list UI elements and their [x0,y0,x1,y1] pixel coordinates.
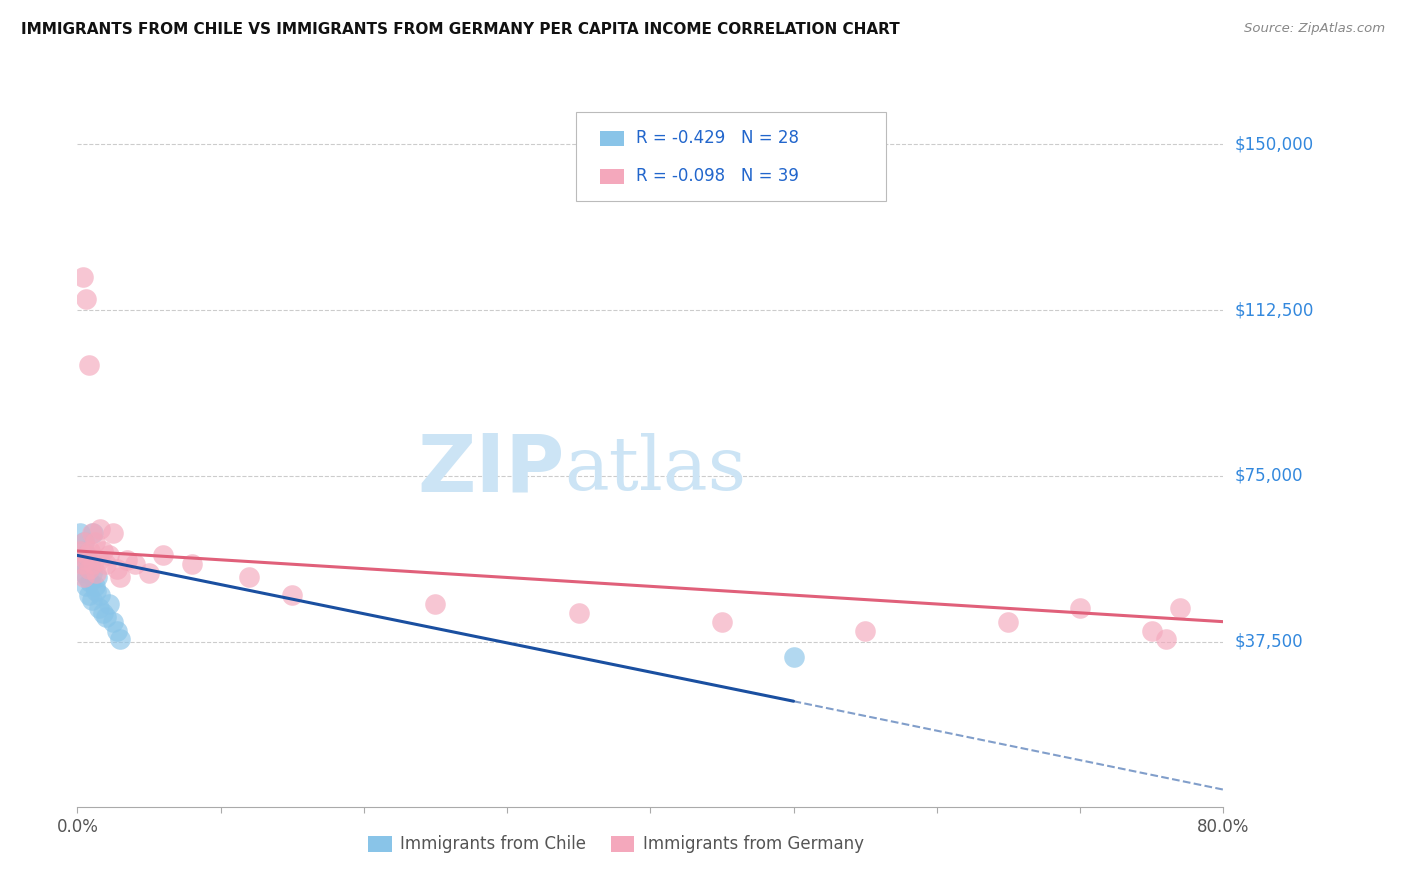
Text: atlas: atlas [564,434,747,507]
Point [72,558,94,572]
Point [89,522,111,536]
Point [87,553,110,567]
Point [1154,632,1177,647]
Point [69,544,91,558]
Point [853,624,876,638]
Point [89,588,111,602]
Point [710,615,733,629]
Point [75,579,97,593]
Point [84,583,107,598]
Point [80,592,103,607]
Point [73,535,96,549]
Point [80,566,103,580]
Point [101,526,124,541]
Point [238,570,260,584]
Point [101,615,124,629]
Text: $150,000: $150,000 [1234,136,1313,153]
Text: IMMIGRANTS FROM CHILE VS IMMIGRANTS FROM GERMANY PER CAPITA INCOME CORRELATION C: IMMIGRANTS FROM CHILE VS IMMIGRANTS FROM… [21,22,900,37]
Point [73,566,96,580]
Point [75,549,97,563]
Point [86,570,108,584]
Point [70,558,93,572]
Point [79,558,101,572]
Point [84,566,107,580]
Point [782,650,804,665]
Point [79,574,101,589]
Point [425,597,447,611]
Point [117,553,139,567]
Point [73,535,96,549]
Point [281,588,304,602]
Point [72,270,94,285]
Point [82,526,104,541]
Text: Source: ZipAtlas.com: Source: ZipAtlas.com [1244,22,1385,36]
Point [110,570,132,584]
Point [76,570,98,584]
Point [83,535,105,549]
Text: $75,000: $75,000 [1234,467,1303,485]
Point [94,610,117,624]
Point [87,601,110,615]
Point [1168,601,1191,615]
Point [107,624,129,638]
Point [1140,624,1163,638]
Point [91,544,114,558]
Point [79,544,101,558]
Point [80,526,103,541]
Point [70,544,93,558]
Point [152,549,174,563]
Legend: Immigrants from Chile, Immigrants from Germany: Immigrants from Chile, Immigrants from G… [361,829,870,860]
Point [94,558,117,572]
Point [75,292,97,306]
Point [77,561,100,575]
Point [91,606,114,620]
Text: $37,500: $37,500 [1234,632,1303,650]
Point [83,579,105,593]
Point [76,549,98,563]
Point [107,561,129,575]
Text: $112,500: $112,500 [1234,301,1313,319]
Point [110,632,132,647]
Point [97,549,120,563]
Point [75,553,97,567]
Text: R = -0.098   N = 39: R = -0.098 N = 39 [636,167,799,186]
Point [76,553,98,567]
Point [124,558,146,572]
Point [69,526,91,541]
Point [77,561,100,575]
Point [77,359,100,373]
Point [73,570,96,584]
Point [138,566,160,580]
Point [82,558,104,572]
Point [97,597,120,611]
Text: ZIP: ZIP [418,431,564,508]
Point [997,615,1019,629]
Point [180,558,204,572]
Text: R = -0.429   N = 28: R = -0.429 N = 28 [636,129,799,147]
Point [77,588,100,602]
Point [568,606,591,620]
Point [1069,601,1091,615]
